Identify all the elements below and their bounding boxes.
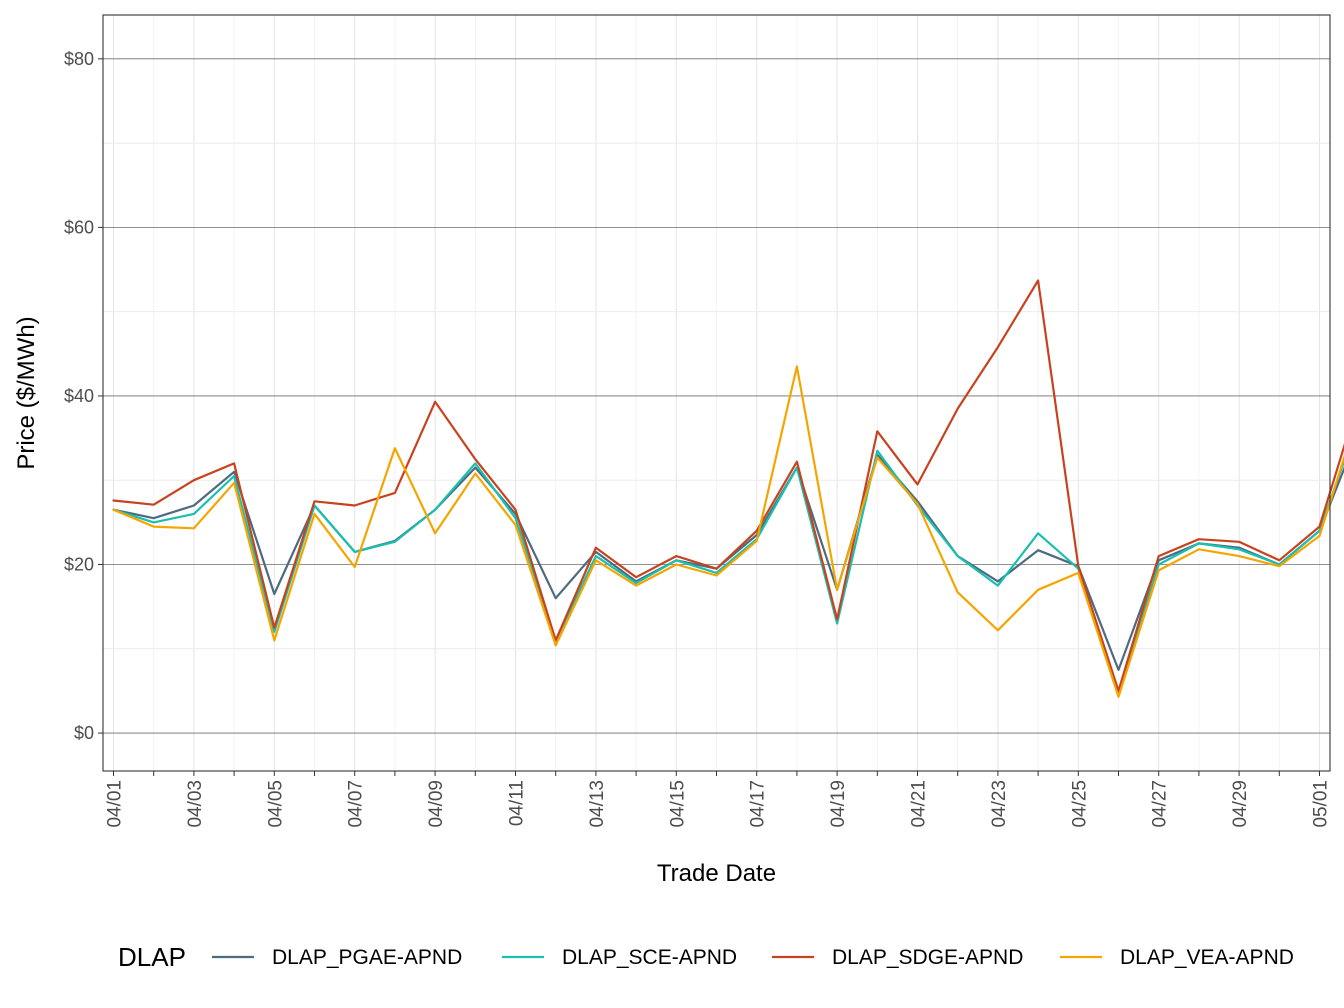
y-tick-label: $80 [64, 49, 94, 69]
x-tick-label: 04/27 [1150, 780, 1171, 828]
legend-label: DLAP_PGAE-APND [272, 946, 462, 969]
x-tick-label: 04/13 [587, 780, 608, 828]
legend-label: DLAP_SDGE-APND [832, 946, 1023, 969]
y-axis: $0 $20 $40 $60 $80 [64, 49, 103, 743]
y-tick-label: $60 [64, 217, 94, 237]
x-tick-label: 05/01 [1311, 780, 1332, 828]
x-tick-label: 04/15 [667, 780, 688, 828]
series-line-DLAP_SDGE-APND [112, 279, 1344, 693]
x-tick-label: 04/29 [1230, 780, 1251, 828]
legend: DLAP DLAP_PGAE-APND DLAP_SCE-APND DLAP_SDG… [118, 942, 1294, 972]
y-tick-label: $20 [64, 555, 94, 575]
legend-label: DLAP_SCE-APND [562, 946, 737, 969]
x-tick-label: 04/23 [989, 780, 1010, 828]
x-axis-title: Trade Date [657, 860, 776, 887]
minor-gridlines [103, 15, 1330, 771]
x-tick-label: 04/05 [265, 780, 286, 828]
x-tick-label: 04/11 [507, 780, 528, 826]
x-tick-label: 04/25 [1069, 780, 1090, 828]
y-axis-title: Price ($/MWh) [13, 316, 40, 469]
x-tick-label: 04/21 [909, 780, 930, 828]
x-tick-label: 04/17 [748, 780, 769, 828]
x-tick-label: 04/01 [105, 780, 126, 828]
x-tick-label: 04/07 [346, 780, 367, 828]
legend-title: DLAP [118, 942, 186, 972]
x-tick-label: 04/03 [185, 780, 206, 828]
x-axis: 04/01 04/03 04/05 04/07 04/09 04/11 04/13 04/15… [105, 771, 1332, 828]
major-gridlines [103, 58, 1330, 734]
series-line-DLAP_VEA-APND [112, 365, 1344, 698]
x-tick-label: 04/09 [426, 780, 447, 828]
x-tick-label: 04/19 [828, 780, 849, 828]
legend-label: DLAP_VEA-APND [1120, 946, 1294, 969]
series-line-DLAP_SCE-APND [112, 449, 1344, 697]
y-tick-label: $0 [74, 723, 94, 743]
series-lines [112, 279, 1344, 698]
series-line-DLAP_PGAE-APND [112, 453, 1344, 672]
y-tick-label: $40 [64, 386, 94, 406]
